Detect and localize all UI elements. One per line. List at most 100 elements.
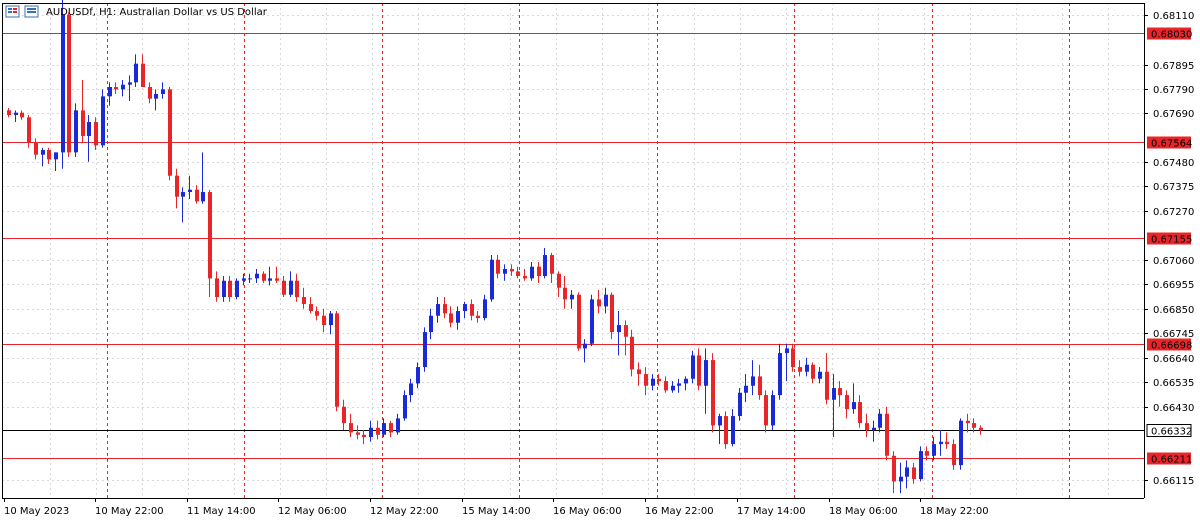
candle-body bbox=[456, 311, 460, 323]
level-tag bbox=[1147, 452, 1191, 465]
candle-body bbox=[677, 383, 681, 386]
candle-body bbox=[738, 392, 742, 417]
candle-body bbox=[939, 441, 943, 445]
candle-body bbox=[832, 388, 836, 400]
candle-body bbox=[449, 313, 453, 323]
candle-body bbox=[61, 14, 65, 153]
candle-body bbox=[905, 467, 909, 477]
candle-body bbox=[892, 455, 896, 482]
y-tick-label: 0.66430 bbox=[1153, 403, 1194, 414]
y-tick-label: 0.67375 bbox=[1153, 182, 1194, 193]
level-tags: 0.68030 0.67564 0.67155 0.66698 0.66211 0.663… bbox=[1146, 27, 1192, 466]
candle-body bbox=[972, 423, 976, 428]
candle-body bbox=[295, 280, 299, 298]
candle-body bbox=[751, 376, 755, 386]
x-tick-label: 15 May 14:00 bbox=[462, 506, 531, 517]
x-tick-label: 10 May 2023 bbox=[4, 506, 69, 517]
y-tick-label: 0.66955 bbox=[1153, 280, 1194, 291]
candle-body bbox=[818, 371, 822, 379]
candle-body bbox=[396, 418, 400, 433]
y-tick-label: 0.67480 bbox=[1153, 158, 1194, 169]
candle-body bbox=[108, 87, 112, 97]
candle-body bbox=[154, 94, 158, 99]
candle-body bbox=[785, 348, 789, 354]
chart-frame bbox=[2, 3, 1145, 499]
candle-body bbox=[476, 315, 480, 319]
chart-menu-icon[interactable] bbox=[5, 5, 20, 18]
candle-body bbox=[657, 378, 661, 382]
candle-body bbox=[335, 313, 339, 407]
candle-body bbox=[188, 189, 192, 193]
candle-body bbox=[376, 427, 380, 435]
level-tag-label: 0.66698 bbox=[1151, 341, 1192, 352]
candle-body bbox=[919, 451, 923, 480]
candle-body bbox=[811, 364, 815, 379]
candle-body bbox=[289, 280, 293, 295]
candle-body bbox=[322, 315, 326, 326]
candle-body bbox=[630, 336, 634, 370]
candle-body bbox=[268, 278, 272, 281]
chart-type-icon[interactable] bbox=[24, 5, 39, 18]
candle-body bbox=[590, 299, 594, 344]
x-tick-label: 18 May 22:00 bbox=[920, 506, 989, 517]
candle-body bbox=[309, 304, 313, 312]
x-tick-label: 10 May 22:00 bbox=[95, 506, 164, 517]
candle-body bbox=[128, 82, 132, 85]
candle-body bbox=[543, 255, 547, 277]
candle-body bbox=[14, 112, 18, 116]
candle-body bbox=[94, 122, 98, 146]
candle-body bbox=[597, 299, 601, 307]
candle-body bbox=[382, 423, 386, 435]
y-tick-label: 0.66850 bbox=[1153, 305, 1194, 316]
current-price-tag bbox=[1146, 424, 1192, 437]
level-tag-label: 0.66211 bbox=[1151, 455, 1192, 466]
candle-body bbox=[610, 294, 614, 333]
candle-body bbox=[134, 63, 138, 83]
candle-body bbox=[583, 343, 587, 349]
current-price-label: 0.66332 bbox=[1151, 427, 1192, 438]
x-tick-label: 17 May 14:00 bbox=[737, 506, 806, 517]
candle-body bbox=[718, 416, 722, 426]
y-tick-label: 0.67790 bbox=[1153, 85, 1194, 96]
level-tag bbox=[1147, 27, 1191, 40]
x-tick-label: 18 May 06:00 bbox=[829, 506, 898, 517]
candle-body bbox=[342, 406, 346, 424]
chart-title: AUDUSDf, H1: Australian Dollar vs US Dol… bbox=[46, 7, 268, 18]
candle-body bbox=[101, 96, 105, 146]
candle-body bbox=[262, 273, 266, 281]
candle-body bbox=[490, 259, 494, 300]
candle-body bbox=[74, 110, 78, 153]
candle-body bbox=[651, 378, 655, 386]
candle-body bbox=[865, 423, 869, 431]
candle-body bbox=[537, 266, 541, 277]
price-axis[interactable]: 0.68110 0.67895 0.67790 0.67690 0.67480 0.673… bbox=[1144, 11, 1194, 487]
candle-body bbox=[329, 313, 333, 326]
y-tick-label: 0.66115 bbox=[1153, 476, 1194, 487]
y-tick-label: 0.66535 bbox=[1153, 378, 1194, 389]
candle-body bbox=[349, 423, 353, 433]
candle-body bbox=[369, 427, 373, 438]
time-axis[interactable]: 10 May 2023 10 May 22:00 11 May 14:00 12 Ma… bbox=[4, 498, 989, 517]
candle-body bbox=[228, 280, 232, 298]
candle-body bbox=[724, 416, 728, 445]
candle-body bbox=[945, 441, 949, 445]
candle-body bbox=[195, 189, 199, 202]
candle-body bbox=[925, 451, 929, 456]
candle-body bbox=[671, 385, 675, 391]
x-tick-label: 12 May 06:00 bbox=[278, 506, 347, 517]
y-tick-label: 0.67895 bbox=[1153, 61, 1194, 72]
candle-body bbox=[805, 364, 809, 372]
candle-body bbox=[483, 299, 487, 319]
candle-body bbox=[503, 269, 507, 274]
candle-body bbox=[302, 297, 306, 305]
candle-body bbox=[208, 192, 212, 279]
candle-body bbox=[697, 355, 701, 386]
candle-body bbox=[979, 427, 983, 431]
y-tick-label: 0.67060 bbox=[1153, 256, 1194, 267]
candle-body bbox=[87, 122, 91, 137]
candle-body bbox=[952, 444, 956, 466]
candle-body bbox=[684, 378, 688, 384]
price-levels bbox=[2, 33, 1144, 459]
candle-body bbox=[563, 287, 567, 300]
